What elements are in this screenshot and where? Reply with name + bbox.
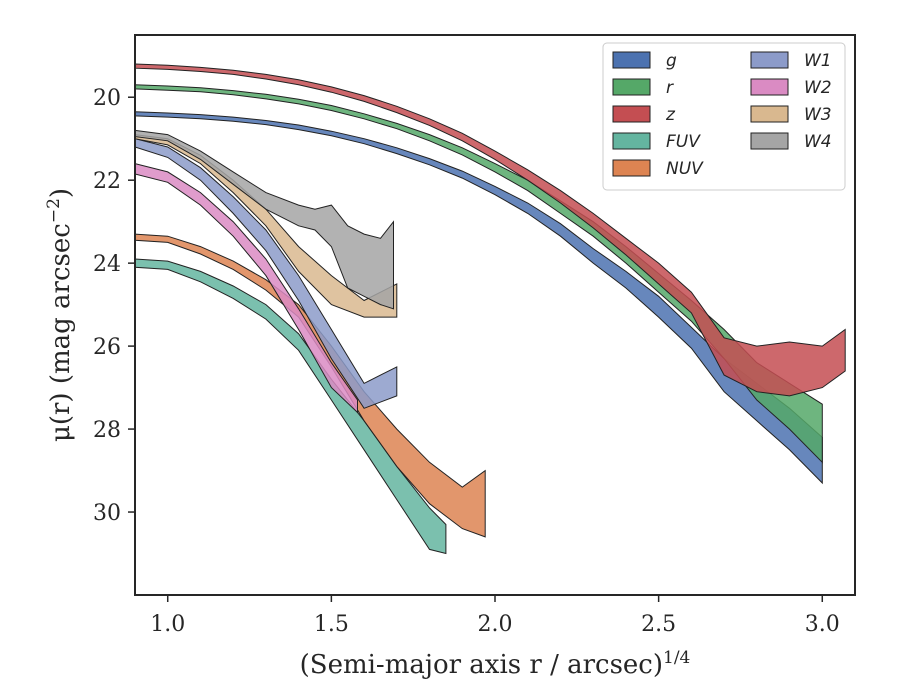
legend-swatch-nuv	[612, 159, 651, 177]
y-tick-label: 30	[93, 501, 121, 526]
legend-label-nuv: NUV	[666, 159, 704, 179]
y-axis-title: μ(r) (mag arcsec−2)	[44, 188, 76, 442]
legend-swatch-w1	[750, 51, 789, 69]
band-w2	[134, 162, 358, 414]
x-tick-label: 2.5	[641, 612, 676, 637]
band-w1	[134, 138, 398, 409]
x-tick-label: 1.5	[314, 612, 349, 637]
legend-swatch-fuv	[612, 132, 651, 150]
y-axis-ticks: 20 22 24 26 28 30	[93, 86, 135, 526]
x-tick-label: 3.0	[805, 612, 840, 637]
legend-swatch-w3	[750, 105, 789, 123]
y-tick-label: 22	[93, 169, 121, 194]
band-z	[134, 63, 846, 397]
legend-label-g: g	[666, 51, 677, 71]
band-nuv	[134, 233, 486, 538]
legend-swatch-g	[612, 51, 651, 69]
legend-swatch-z	[612, 105, 651, 123]
y-tick-label: 24	[93, 252, 121, 277]
y-tick-label: 28	[93, 418, 121, 443]
legend-label-w4: W4	[804, 132, 832, 152]
band-r	[134, 84, 823, 464]
legend-label-z: z	[665, 105, 676, 125]
band-g	[134, 111, 823, 485]
band-w4	[134, 129, 394, 310]
legend-label-fuv: FUV	[666, 132, 701, 152]
y-tick-label: 26	[93, 335, 121, 360]
y-tick-label: 20	[93, 86, 121, 111]
legend-swatch-w2	[750, 78, 789, 96]
x-axis-title: (Semi-major axis r / arcsec)1/4	[300, 648, 691, 680]
band-fuv	[134, 258, 447, 555]
x-axis-ticks: 1.0 1.5 2.0 2.5 3.0	[150, 595, 840, 637]
legend-label-w2: W2	[804, 78, 832, 98]
x-tick-label: 1.0	[150, 612, 185, 637]
legend-label-r: r	[666, 78, 674, 98]
legend-label-w1: W1	[804, 51, 832, 71]
profile-bands	[134, 63, 846, 555]
legend-swatch-w4	[750, 132, 789, 150]
legend: grz FUV NUV W1 W2 W3 W4	[602, 42, 846, 191]
legend-label-w3: W3	[804, 105, 832, 125]
legend-swatch-r	[612, 78, 651, 96]
x-tick-label: 2.0	[478, 612, 513, 637]
